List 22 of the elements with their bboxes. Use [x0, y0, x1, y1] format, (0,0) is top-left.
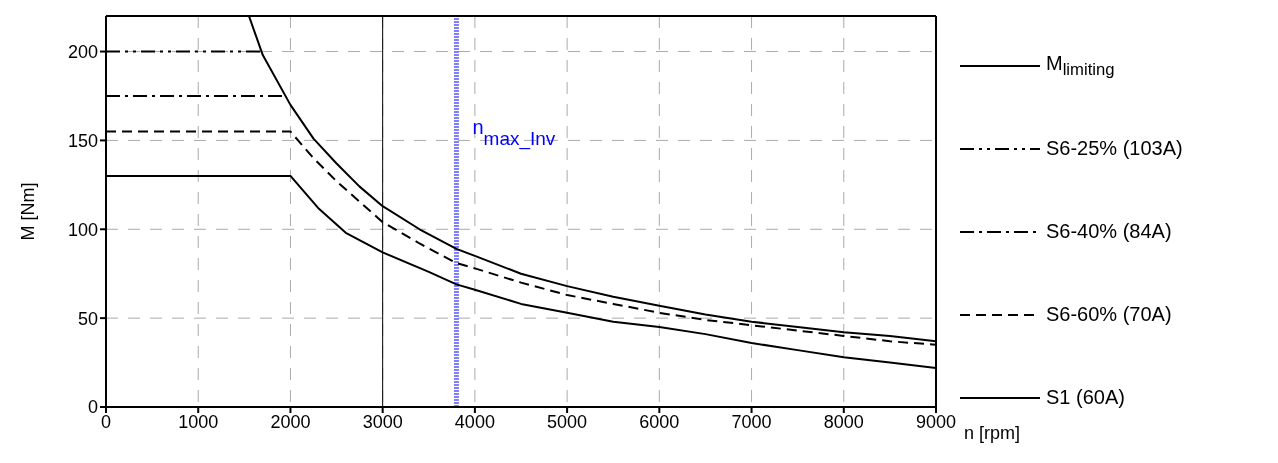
x-tick-label: 7000 [731, 411, 772, 432]
legend-label: S6-60% (70A) [1046, 303, 1172, 326]
legend-label: M$_{limiting}$ [1046, 51, 1115, 80]
x-tick-label: 0 [100, 411, 112, 432]
legend-label: S6-25% (103A) [1046, 137, 1183, 160]
x-tick-label: 9000 [915, 411, 957, 432]
x-tick-label: 5000 [547, 411, 588, 432]
x-tick-label: 3000 [362, 411, 403, 432]
x-tick-label: 6000 [639, 411, 680, 432]
y-tick-label: 200 [67, 41, 98, 62]
y-tick-label: 150 [67, 130, 98, 151]
y-tick-label: 0 [87, 397, 98, 418]
x-tick-label: 1000 [178, 411, 219, 432]
legend-label: S1 (60A) [1046, 386, 1125, 409]
y-tick-label: 100 [67, 219, 98, 240]
x-axis-title: n [rpm] [964, 423, 1021, 443]
legend-label: S6-40% (84A) [1046, 220, 1172, 243]
y-axis-title: M [Nm] [18, 182, 39, 241]
x-tick-label: 4000 [454, 411, 495, 432]
y-tick-label: 50 [77, 308, 98, 329]
x-tick-label: 8000 [823, 411, 864, 432]
x-tick-label: 2000 [270, 411, 311, 432]
